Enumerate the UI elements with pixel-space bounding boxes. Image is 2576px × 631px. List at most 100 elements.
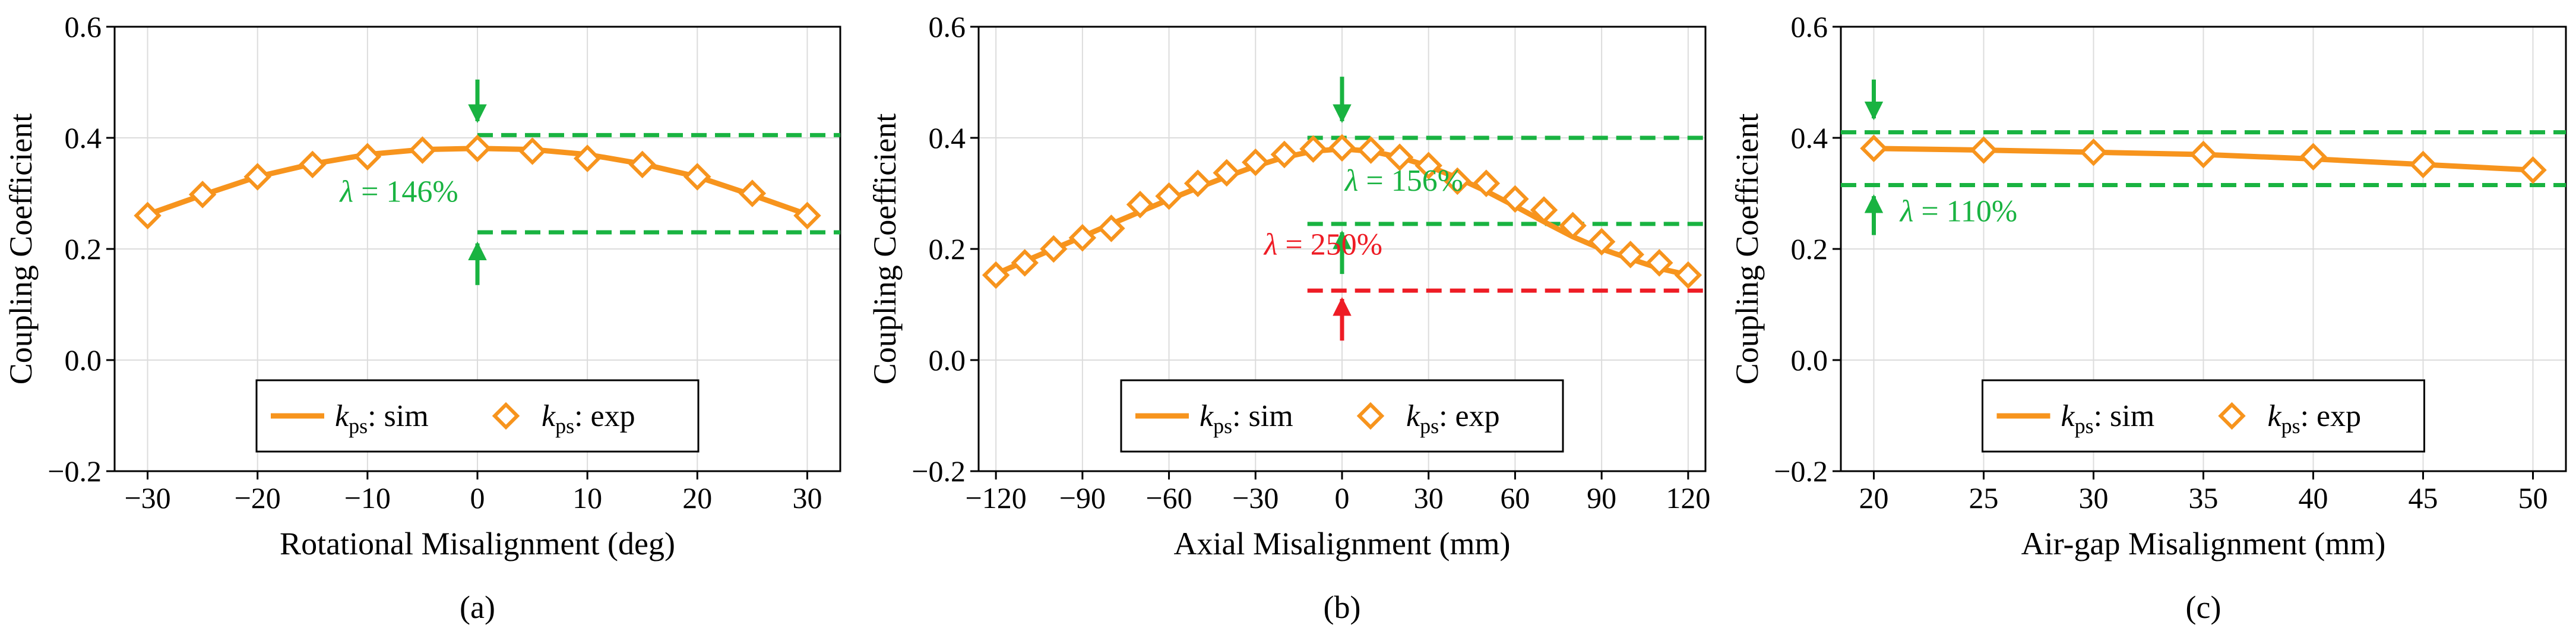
legend-label-exp: kps: exp <box>542 399 635 438</box>
legend-k: k <box>1406 399 1420 433</box>
data-point-exp <box>1385 143 1414 171</box>
data-point-exp <box>1299 135 1327 163</box>
y-tick-label: −0.2 <box>48 455 102 488</box>
lambda-value: = 110% <box>1913 194 2017 228</box>
data-point-exp <box>243 163 271 191</box>
lambda-value: = 250% <box>1277 228 1382 261</box>
x-tick-label: 120 <box>1666 481 1710 515</box>
panel-a: −30 −20 −10 0 10 20 30 −0.2 0.0 0.2 0.4 0.6 Rotation… <box>3 10 841 625</box>
data-point-exp <box>1616 241 1644 269</box>
y-tick-label: −0.2 <box>1774 455 1828 488</box>
data-point-exp <box>1270 140 1299 169</box>
y-tick-label: 0.0 <box>65 343 102 377</box>
y-tick-label: 0.2 <box>1791 232 1828 266</box>
lambda-value: = 146% <box>353 175 458 209</box>
lambda-symbol: λ <box>1263 228 1278 261</box>
data-point-exp <box>463 134 492 163</box>
legend-label-sim: kps: sim <box>2061 399 2155 438</box>
data-point-exp <box>1559 212 1587 239</box>
x-tick-label: 0 <box>1335 481 1350 515</box>
y-tick-label: 0.0 <box>1791 343 1828 377</box>
x-tick-label: −10 <box>344 481 391 515</box>
x-tick-label: −60 <box>1145 481 1192 515</box>
x-tick-label: 60 <box>1500 481 1530 515</box>
panel-c: 20 25 30 35 40 45 50 −0.2 0.0 0.2 0.4 0.6 Air-gap Mi… <box>1729 10 2567 625</box>
data-point-exp <box>793 201 821 230</box>
x-tick-label: 30 <box>1414 481 1444 515</box>
legend-label-sim: kps: sim <box>1200 399 1293 438</box>
lambda-annotation: λ = 250% <box>1263 228 1382 261</box>
x-tick-label: 25 <box>1969 481 1999 515</box>
legend-text: : exp <box>1439 399 1500 433</box>
y-axis-title: Coupling Coefficient <box>867 113 903 384</box>
legend-k: k <box>2268 399 2282 433</box>
data-point-exp <box>1155 182 1183 210</box>
legend-k: k <box>1200 399 1214 433</box>
legend-text: : sim <box>2094 399 2155 433</box>
y-tick-label: −0.2 <box>912 455 966 488</box>
y-tick-label: 0.4 <box>1791 121 1828 154</box>
legend-text: : exp <box>574 399 635 433</box>
x-axis-title: Axial Misalignment (mm) <box>1174 526 1511 561</box>
x-tick-label: 30 <box>792 481 822 515</box>
data-point-exp <box>2409 150 2437 179</box>
subfigure-label: (c) <box>2186 589 2221 625</box>
legend-k: k <box>542 399 556 433</box>
x-tick-label: 35 <box>2189 481 2219 515</box>
x-tick-label: −30 <box>124 481 170 515</box>
legend-marker-exp <box>1356 402 1385 430</box>
x-tick-label: 45 <box>2409 481 2438 515</box>
data-point-exp <box>1097 214 1125 242</box>
data-point-exp <box>1242 148 1270 176</box>
x-tick-label: 50 <box>2518 481 2548 515</box>
y-tick-label: 0.6 <box>929 10 966 43</box>
data-point-exp <box>353 143 382 171</box>
legend-text: : sim <box>1232 399 1293 433</box>
data-point-exp <box>299 150 327 179</box>
x-axis-title: Rotational Misalignment (deg) <box>280 526 675 561</box>
x-tick-label: 20 <box>1859 481 1889 515</box>
lambda-value: = 156% <box>1358 164 1463 198</box>
data-point-exp <box>2189 140 2217 169</box>
data-point-exp <box>2299 143 2327 171</box>
data-point-exp <box>738 179 767 207</box>
y-tick-label: 0.4 <box>65 121 102 154</box>
data-point-exp <box>1472 169 1501 197</box>
data-point-exp <box>1328 134 1356 162</box>
data-point-exp <box>2519 156 2547 184</box>
x-axis-title: Air-gap Misalignment (mm) <box>2021 526 2386 561</box>
subfigure-label: (b) <box>1324 589 1361 625</box>
data-point-exp <box>518 137 546 165</box>
lambda-symbol: λ <box>1899 194 1914 228</box>
y-tick-label: 0.2 <box>65 232 102 266</box>
data-point-exp <box>2080 138 2107 166</box>
data-point-exp <box>1970 136 1998 164</box>
x-tick-label: −120 <box>966 481 1027 515</box>
data-point-exp <box>1674 261 1702 289</box>
y-tick-label: 0.4 <box>929 121 966 154</box>
data-point-exp <box>1645 249 1673 277</box>
lambda-annotation: λ = 110% <box>1899 194 2017 228</box>
legend-text: : exp <box>2300 399 2362 433</box>
legend: kps: sim kps: exp <box>1982 379 2425 453</box>
data-point-exp <box>409 136 436 164</box>
data-point-exp <box>1126 190 1154 219</box>
legend-marker-exp <box>2218 402 2246 430</box>
legend: kps: sim kps: exp <box>255 379 700 453</box>
legend-k: k <box>335 399 349 433</box>
panel-b: −120 −90 −60 −30 0 30 60 90 120 −0.2 0.0 0.2 0.4 0.6 A… <box>867 10 1710 625</box>
lambda-annotation: λ = 146% <box>339 175 458 209</box>
legend-subscript: ps <box>349 414 368 438</box>
legend-subscript: ps <box>2281 414 2300 438</box>
data-point-exp <box>683 163 711 191</box>
data-point-exp <box>1414 152 1442 179</box>
legend-subscript: ps <box>555 414 574 438</box>
legend-subscript: ps <box>1420 414 1439 438</box>
data-point-exp <box>1040 235 1068 263</box>
data-point-exp <box>1860 134 1888 163</box>
legend-marker-exp <box>492 402 520 430</box>
legend-box <box>1120 379 1564 453</box>
data-point-exp <box>1444 167 1471 195</box>
lambda-symbol: λ <box>339 175 354 209</box>
